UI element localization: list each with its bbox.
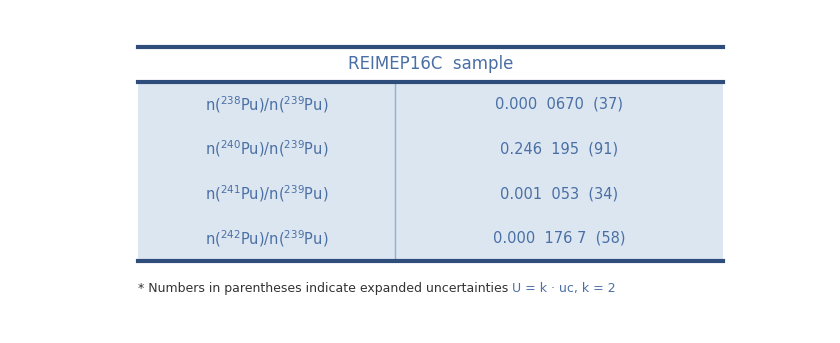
FancyBboxPatch shape [138,47,723,82]
Text: 0.246  195  (91): 0.246 195 (91) [501,141,618,156]
Text: $\mathrm{n(^{238}Pu)/n(^{239}Pu)}$: $\mathrm{n(^{238}Pu)/n(^{239}Pu)}$ [205,94,328,115]
FancyBboxPatch shape [138,82,723,261]
Text: 0.000  176 7  (58): 0.000 176 7 (58) [493,231,626,246]
Text: REIMEP16C  sample: REIMEP16C sample [348,55,513,73]
Text: $\mathrm{n(^{240}Pu)/n(^{239}Pu)}$: $\mathrm{n(^{240}Pu)/n(^{239}Pu)}$ [205,139,328,159]
Text: $\mathrm{n(^{242}Pu)/n(^{239}Pu)}$: $\mathrm{n(^{242}Pu)/n(^{239}Pu)}$ [205,228,328,249]
Text: 0.000  0670  (37): 0.000 0670 (37) [496,97,623,112]
Text: 0.001  053  (34): 0.001 053 (34) [501,186,618,201]
Text: U = k · uc, k = 2: U = k · uc, k = 2 [512,282,616,295]
Text: $\mathrm{n(^{241}Pu)/n(^{239}Pu)}$: $\mathrm{n(^{241}Pu)/n(^{239}Pu)}$ [205,183,328,204]
Text: * Numbers in parentheses indicate expanded uncertainties: * Numbers in parentheses indicate expand… [138,282,512,295]
